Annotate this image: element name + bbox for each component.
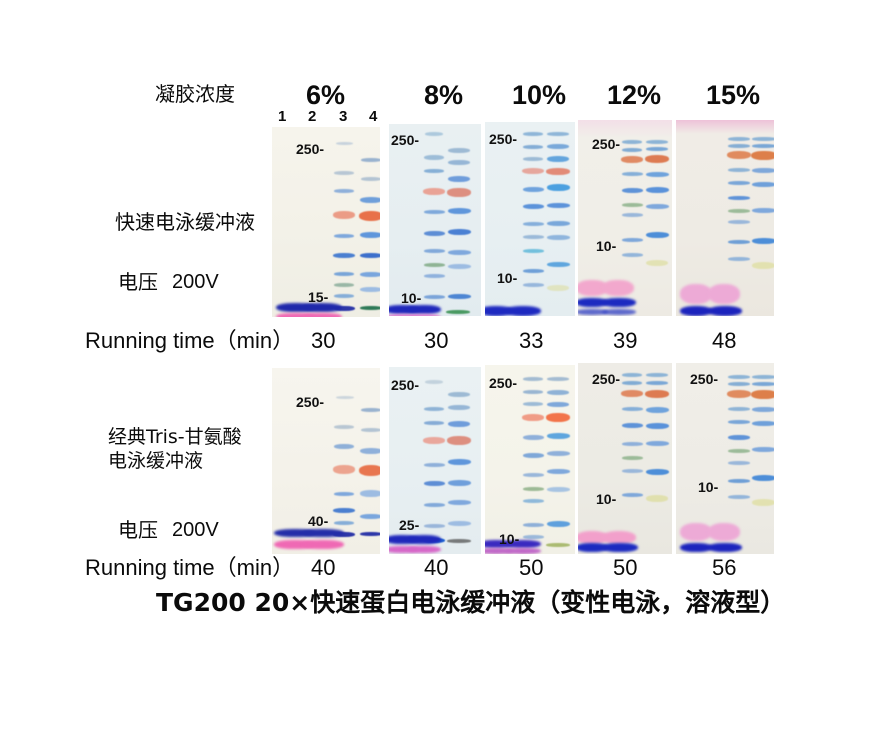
fast-voltage-label: 电压 — [118, 270, 158, 294]
gel-image-fast-6: 250- 15- — [272, 127, 380, 317]
classic-buffer-label-line1: 经典Tris-甘氨酸 — [108, 426, 242, 448]
lane-number-4: 4 — [369, 108, 378, 125]
marker-label-250: 250- — [489, 375, 518, 391]
marker-label-10: 10- — [497, 270, 518, 286]
marker-label-250: 250- — [296, 394, 325, 410]
classic-running-time-8: 40 — [424, 555, 449, 580]
gel-percent-8: 8% — [424, 80, 464, 110]
gel-image-classic-12: 250- 10- — [578, 363, 672, 554]
gel-image-fast-12: 250- 10- — [578, 120, 672, 316]
gel-image-classic-10: 250- 10- — [485, 365, 575, 554]
marker-label-10: 10- — [596, 491, 617, 507]
gel-percent-10: 10% — [512, 80, 567, 110]
gel-concentration-label: 凝胶浓度 — [155, 82, 235, 106]
fast-running-time-15: 48 — [712, 328, 737, 353]
classic-running-time-label: Running time（min） — [85, 555, 295, 580]
fast-running-time-6: 30 — [311, 328, 336, 353]
fast-running-time-10: 33 — [519, 328, 544, 353]
fast-running-time-12: 39 — [613, 328, 638, 353]
gel-image-fast-10: 250- 10- — [485, 122, 575, 316]
marker-label-10: 10- — [499, 531, 520, 547]
lane-number-3: 3 — [339, 108, 348, 125]
gel-image-fast-15 — [676, 120, 774, 316]
marker-label-10: 10- — [401, 290, 422, 306]
marker-label-15: 15- — [308, 289, 329, 305]
gel-image-classic-15: 250- 10- — [676, 363, 774, 554]
classic-buffer-label-line2: 电泳缓冲液 — [108, 450, 204, 472]
marker-label-25: 25- — [399, 517, 420, 533]
classic-running-time-15: 56 — [712, 555, 737, 580]
gel-image-fast-8: 250- 10- — [389, 124, 481, 316]
fast-buffer-label: 快速电泳缓冲液 — [115, 210, 255, 234]
classic-running-time-12: 50 — [613, 555, 638, 580]
classic-running-time-10: 50 — [519, 555, 544, 580]
figure-caption: TG200 20×快速蛋白电泳缓冲液（变性电泳，溶液型） — [156, 588, 786, 617]
marker-label-10: 10- — [698, 479, 719, 495]
marker-label-250: 250- — [391, 377, 420, 393]
marker-label-250: 250- — [296, 141, 325, 157]
marker-label-250: 250- — [489, 131, 518, 147]
marker-label-250: 250- — [592, 371, 621, 387]
marker-label-250: 250- — [592, 136, 621, 152]
gel-percent-15: 15% — [706, 80, 761, 110]
gel-image-classic-6: 250- 40- — [272, 368, 380, 554]
gel-percent-12: 12% — [607, 80, 662, 110]
gel-image-classic-8: 250- 25- — [389, 367, 481, 554]
classic-voltage-value: 200V — [172, 519, 219, 541]
lane-number-1: 1 — [278, 108, 287, 125]
fast-running-time-8: 30 — [424, 328, 449, 353]
classic-running-time-6: 40 — [311, 555, 336, 580]
marker-label-250: 250- — [690, 371, 719, 387]
marker-label-250: 250- — [391, 132, 420, 148]
marker-label-10: 10- — [596, 238, 617, 254]
gel-percent-6: 6% — [306, 80, 346, 110]
lane-number-2: 2 — [308, 108, 317, 125]
fast-voltage-value: 200V — [172, 271, 219, 293]
marker-label-40: 40- — [308, 513, 329, 529]
fast-running-time-label: Running time（min） — [85, 328, 295, 353]
classic-voltage-label: 电压 — [118, 518, 158, 542]
